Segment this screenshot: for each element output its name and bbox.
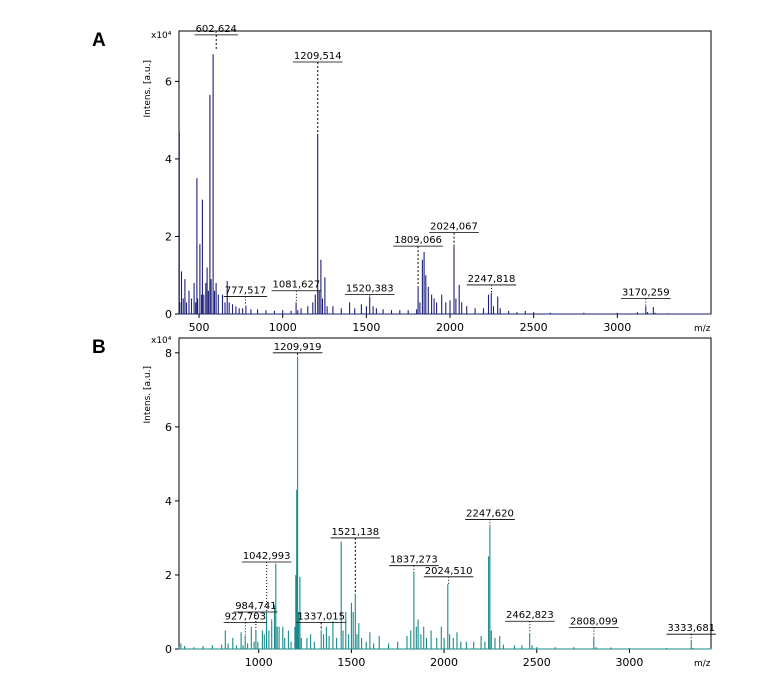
panel-b-peak-label: 3333,681 bbox=[667, 623, 715, 634]
panel-a-peak-label: 1809,066 bbox=[394, 235, 442, 246]
panel-a-peak-labels: 602,624 1209,514 777,517 1081,627 1520,383 18… bbox=[194, 24, 671, 307]
panel-b-letter: B bbox=[92, 337, 106, 358]
panel-b-ytick-label: 6 bbox=[165, 421, 172, 434]
panel-a-xtick-label: 1500 bbox=[352, 321, 380, 334]
panel-b-xtick-label: 1500 bbox=[337, 656, 365, 669]
panel-a-letter: A bbox=[92, 30, 106, 51]
panel-b-peak-label: 1209,919 bbox=[274, 342, 322, 353]
panel-a-xtick-label: 3000 bbox=[603, 321, 631, 334]
panel-a-ytick-label: 2 bbox=[165, 230, 172, 243]
panel-a-peak-label: 1209,514 bbox=[294, 51, 342, 62]
panel-b-xlabel: m/z bbox=[694, 659, 711, 669]
panel-b-peak-label: 2247,620 bbox=[466, 508, 514, 519]
panel-b-peak-label: 927,703 bbox=[225, 611, 266, 622]
panel-a-peak-label: 3170,259 bbox=[622, 287, 670, 298]
panel-a-xtick-label: 500 bbox=[189, 321, 210, 334]
panel-a-xlabel: m/z bbox=[694, 324, 711, 334]
panel-b-peak-label: 1042,993 bbox=[243, 551, 291, 562]
panel-b-ylabel: Intens. [a.u.] bbox=[143, 366, 153, 424]
panel-a-xtick-label: 1000 bbox=[269, 321, 297, 334]
panel-b-exponent: x10⁴ bbox=[151, 336, 172, 346]
panel-a-ytick-label: 6 bbox=[165, 75, 172, 88]
panel-a-frame bbox=[178, 30, 712, 315]
panel-a-peak-label: 1081,627 bbox=[273, 280, 321, 291]
panel-b-peak-label: 1337,015 bbox=[297, 611, 345, 622]
panel-a-xtick-label: 2000 bbox=[436, 321, 464, 334]
panel-a-peak-label: 2024,067 bbox=[430, 222, 478, 233]
panel-b-ytick-label: 2 bbox=[165, 569, 172, 582]
panel-b-peak-label: 1837,273 bbox=[390, 555, 438, 566]
panel-a-ticks: 500 1000 1500 2000 2500 3000 0 2 4 6 bbox=[165, 75, 631, 334]
panel-b-peak-label: 984,741 bbox=[235, 601, 276, 612]
panel-b-ytick-label: 0 bbox=[165, 643, 172, 656]
panel-b-xtick-label: 1000 bbox=[245, 656, 273, 669]
panel-a-exponent: x10⁴ bbox=[151, 31, 172, 41]
panel-b-xtick-label: 3000 bbox=[615, 656, 643, 669]
panel-a-xtick-label: 2500 bbox=[520, 321, 548, 334]
panel-a-spectrum-trace bbox=[178, 54, 712, 315]
panel-b-ytick-label: 8 bbox=[165, 347, 172, 360]
panel-a-peak-label: 602,624 bbox=[196, 24, 237, 35]
panel-b-peak-label: 2808,099 bbox=[570, 617, 618, 628]
panel-b: B x10⁴ Intens. [a.u.] m/z 1000 1500 2000 25… bbox=[92, 336, 717, 669]
panel-a-peak-label: 1520,383 bbox=[346, 284, 394, 295]
panel-a-ytick-label: 0 bbox=[165, 308, 172, 321]
panel-a: A x10⁴ Intens. [a.u.] m/z 500 1000 1500 200… bbox=[92, 24, 712, 334]
panel-b-peak-label: 2024,510 bbox=[425, 566, 473, 577]
panel-a-peak-label: 777,517 bbox=[225, 286, 266, 297]
panel-a-peak-label: 2247,818 bbox=[468, 274, 516, 285]
panel-b-ticks: 1000 1500 2000 2500 3000 0 2 4 6 8 bbox=[165, 347, 643, 669]
panel-a-ytick-label: 4 bbox=[165, 153, 172, 166]
panel-b-xtick-label: 2500 bbox=[523, 656, 551, 669]
panel-b-peak-label: 2462,823 bbox=[506, 610, 554, 621]
panel-b-spectrum-trace bbox=[178, 356, 712, 650]
panel-a-ylabel: Intens. [a.u.] bbox=[143, 60, 153, 118]
panel-b-xtick-label: 2000 bbox=[430, 656, 458, 669]
panel-b-ytick-label: 4 bbox=[165, 495, 172, 508]
panel-b-peak-label: 1521,138 bbox=[331, 527, 379, 538]
